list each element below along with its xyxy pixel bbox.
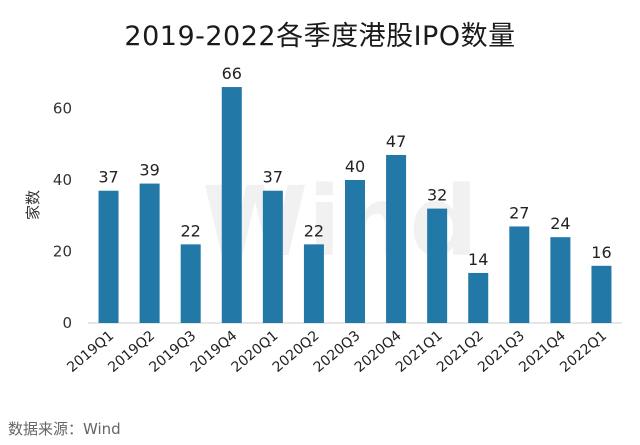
chart-title: 2019-2022各季度港股IPO数量 — [124, 21, 516, 52]
bar — [591, 265, 612, 323]
data-label: 24 — [550, 214, 570, 233]
bar — [345, 180, 365, 323]
data-label: 14 — [468, 250, 488, 269]
category-label: 2022Q1 — [557, 328, 610, 376]
category-labels: 2019Q12019Q22019Q32019Q42020Q12020Q22020… — [64, 328, 610, 376]
data-label: 22 — [304, 221, 324, 240]
bar — [550, 237, 571, 323]
y-tick-label: 0 — [62, 314, 72, 332]
data-label: 32 — [427, 186, 447, 205]
y-tick-label: 60 — [53, 100, 72, 118]
y-axis-title-group: 家数 — [24, 190, 42, 220]
data-label: 37 — [263, 168, 283, 187]
data-label: 22 — [181, 221, 201, 240]
data-label: 16 — [591, 243, 611, 262]
bar — [139, 183, 160, 323]
y-tick-label: 40 — [53, 171, 72, 189]
bar — [98, 190, 119, 323]
bar — [468, 272, 489, 323]
data-label: 39 — [139, 161, 159, 180]
bar — [180, 244, 201, 323]
data-label: 37 — [98, 168, 118, 187]
bar — [262, 190, 283, 323]
data-labels: 37 39 22 66 37 22 40 47 32 14 27 24 16 — [98, 64, 611, 269]
y-tick-labels: 0 20 40 60 — [53, 100, 72, 333]
bar — [303, 244, 324, 323]
bar — [509, 226, 530, 323]
y-axis-title: 家数 — [24, 190, 42, 220]
data-label: 66 — [222, 64, 242, 83]
data-label: 47 — [386, 132, 406, 151]
bar — [221, 87, 242, 323]
bars — [98, 87, 612, 323]
bar — [386, 154, 407, 323]
bar — [427, 208, 448, 323]
data-label: 40 — [345, 157, 365, 176]
y-tick-label: 20 — [53, 243, 72, 261]
data-label: 27 — [509, 203, 529, 222]
source-note: 数据来源：Wind — [8, 420, 121, 438]
